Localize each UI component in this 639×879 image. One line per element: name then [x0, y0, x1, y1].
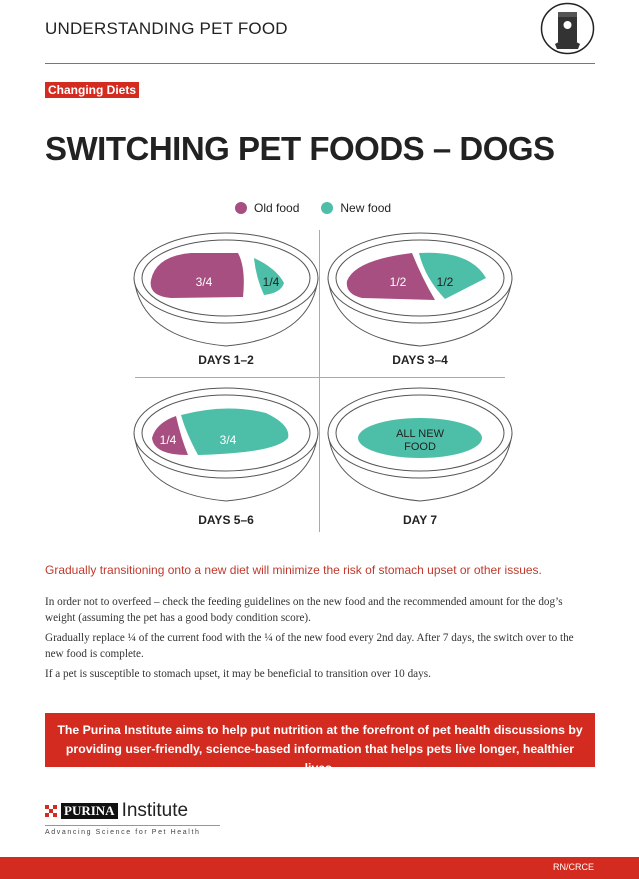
new-fraction: 1/2 [437, 275, 454, 289]
pet-food-bag-icon [540, 2, 595, 55]
stage-label: DAYS 1–2 [198, 353, 254, 367]
category-tag: Changing Diets [45, 82, 140, 98]
old-fraction: 3/4 [196, 275, 213, 289]
checkerboard-icon [45, 805, 57, 817]
paragraph: In order not to overfeed – check the fee… [45, 596, 563, 624]
purina-institute-logo: PURINA Institute Advancing Science for P… [45, 800, 220, 836]
mission-banner: The Purina Institute aims to help put nu… [45, 713, 595, 775]
new-fraction-line1: ALL NEW [396, 428, 445, 440]
legend-old-label: Old food [254, 201, 300, 215]
paragraph: Gradually replace ¼ of the current food … [45, 632, 574, 660]
new-fraction: 3/4 [220, 433, 237, 447]
old-fraction: 1/2 [390, 275, 407, 289]
bowl-days-3-4: 1/2 1/2 [327, 232, 513, 347]
grid-divider-vertical [319, 230, 320, 532]
bowl-day-7: ALL NEW FOOD [327, 387, 513, 502]
stage-label: DAYS 3–4 [392, 353, 448, 367]
lead-text: Gradually transitioning onto a new diet … [45, 563, 542, 577]
grid-divider-horizontal [135, 377, 505, 378]
new-fraction-line2: FOOD [404, 441, 436, 453]
page-title: SWITCHING PET FOODS – DOGS [45, 130, 555, 167]
old-food-portion [346, 253, 435, 300]
legend-new: New food [321, 201, 391, 215]
footer-bar [0, 857, 639, 879]
new-food-portion [358, 418, 482, 458]
new-food-portion [181, 408, 289, 455]
bowl-days-5-6: 1/4 3/4 [133, 387, 319, 502]
stage-label: DAYS 5–6 [198, 513, 254, 527]
legend-old: Old food [235, 201, 299, 215]
legend: Old food New food [235, 201, 391, 215]
bowl-days-1-2: 3/4 1/4 [133, 232, 319, 347]
header-title: UNDERSTANDING PET FOOD [45, 19, 288, 38]
stage-label: DAY 7 [402, 513, 438, 527]
new-food-swatch [321, 202, 334, 214]
legend-new-label: New food [340, 201, 392, 215]
old-food-portion [152, 416, 188, 455]
new-fraction: 1/4 [263, 275, 280, 289]
logo-brand: PURINA [61, 803, 118, 819]
logo-tagline: Advancing Science for Pet Health [45, 829, 201, 836]
new-food-portion [254, 258, 284, 295]
old-fraction: 1/4 [160, 433, 177, 447]
header-divider [45, 63, 595, 64]
new-food-portion [419, 252, 486, 299]
old-food-portion [150, 253, 244, 298]
paragraph: If a pet is susceptible to stomach upset… [45, 668, 431, 680]
logo-name: Institute [121, 800, 189, 821]
footer-code: RN/CRCE [552, 862, 594, 872]
old-food-swatch [235, 202, 247, 214]
